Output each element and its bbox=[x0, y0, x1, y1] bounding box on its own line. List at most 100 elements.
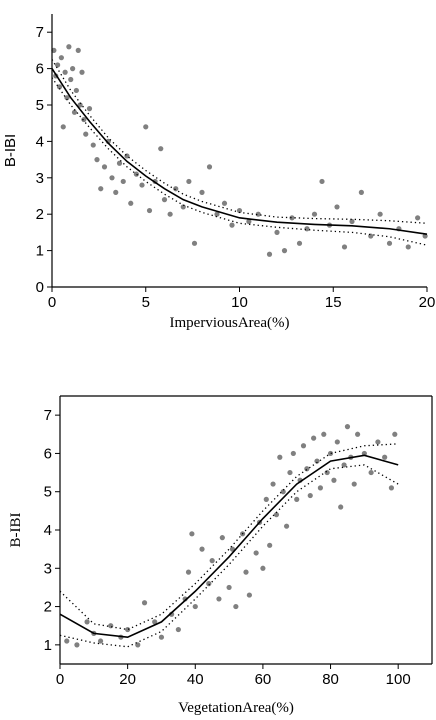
point bbox=[113, 189, 119, 195]
x-tick-label: 0 bbox=[48, 294, 56, 311]
point bbox=[219, 535, 225, 541]
point bbox=[321, 431, 327, 437]
point bbox=[191, 240, 198, 246]
point bbox=[158, 634, 165, 640]
point bbox=[216, 596, 222, 602]
point bbox=[158, 146, 164, 152]
fit-line bbox=[59, 454, 399, 639]
fit-line bbox=[51, 68, 428, 236]
point bbox=[311, 435, 317, 441]
point bbox=[415, 215, 421, 221]
point bbox=[84, 619, 90, 625]
point bbox=[81, 116, 87, 123]
y-tick-label: 1 bbox=[44, 637, 52, 654]
point bbox=[70, 66, 76, 72]
point bbox=[307, 492, 313, 499]
point bbox=[128, 200, 134, 206]
point bbox=[267, 542, 273, 548]
point bbox=[71, 109, 78, 115]
point bbox=[382, 454, 388, 460]
point bbox=[274, 229, 280, 235]
point bbox=[405, 244, 411, 250]
point bbox=[55, 62, 61, 68]
point bbox=[377, 211, 383, 217]
y-tick-label: 3 bbox=[44, 560, 52, 577]
point bbox=[289, 215, 295, 221]
point bbox=[311, 211, 318, 217]
point bbox=[246, 218, 252, 225]
point bbox=[266, 251, 273, 257]
point bbox=[58, 55, 64, 61]
point bbox=[56, 84, 63, 90]
point bbox=[319, 178, 325, 185]
point bbox=[77, 102, 83, 108]
y-tick-label: 5 bbox=[44, 484, 52, 501]
point bbox=[294, 496, 300, 502]
point bbox=[206, 164, 213, 170]
point bbox=[221, 200, 228, 206]
y-tick-label: 3 bbox=[36, 170, 44, 187]
y-tick-label: 0 bbox=[36, 279, 44, 296]
point bbox=[233, 603, 239, 610]
point bbox=[361, 450, 367, 457]
point bbox=[263, 496, 269, 502]
point bbox=[386, 240, 393, 246]
x-axis-label: ImperviousArea(%) bbox=[170, 315, 290, 331]
point bbox=[349, 218, 355, 225]
x-tick-label: 60 bbox=[255, 671, 272, 688]
point bbox=[101, 164, 108, 170]
point bbox=[97, 638, 104, 644]
point bbox=[86, 106, 93, 112]
y-tick-label: 6 bbox=[36, 61, 44, 78]
point bbox=[120, 178, 126, 185]
point bbox=[270, 481, 276, 487]
point bbox=[185, 569, 192, 575]
point bbox=[331, 477, 337, 483]
point bbox=[290, 450, 296, 457]
point bbox=[226, 584, 232, 591]
point bbox=[273, 512, 280, 518]
point bbox=[90, 142, 96, 148]
point bbox=[253, 550, 259, 556]
point bbox=[141, 600, 148, 606]
point bbox=[317, 485, 323, 491]
x-tick-label: 5 bbox=[142, 294, 150, 311]
point bbox=[94, 157, 100, 163]
y-tick-label: 6 bbox=[44, 445, 52, 462]
point bbox=[189, 531, 195, 537]
point bbox=[108, 623, 114, 629]
x-tick-label: 15 bbox=[325, 294, 342, 311]
point bbox=[161, 197, 168, 203]
confidence-band bbox=[59, 443, 399, 631]
point bbox=[64, 638, 70, 644]
confidence-band bbox=[59, 464, 399, 648]
x-tick-label: 20 bbox=[419, 294, 436, 311]
x-tick-label: 80 bbox=[322, 671, 339, 688]
point bbox=[287, 469, 293, 476]
y-tick-label: 2 bbox=[44, 599, 52, 616]
y-tick-label: 1 bbox=[36, 243, 44, 260]
point bbox=[173, 186, 179, 192]
y-tick-label: 5 bbox=[36, 97, 44, 114]
point bbox=[116, 160, 123, 166]
point bbox=[192, 603, 198, 610]
point bbox=[344, 424, 351, 430]
point bbox=[60, 124, 66, 130]
point bbox=[64, 95, 70, 101]
point bbox=[260, 565, 266, 571]
point bbox=[296, 240, 303, 246]
y-tick-label: 7 bbox=[36, 24, 44, 41]
point bbox=[304, 466, 310, 472]
y-tick-label: 4 bbox=[36, 133, 44, 150]
point bbox=[338, 504, 344, 510]
point bbox=[68, 76, 74, 83]
point bbox=[368, 233, 374, 239]
point bbox=[334, 439, 340, 445]
y-axis-label: B-IBI bbox=[8, 513, 24, 548]
point bbox=[341, 462, 347, 468]
point bbox=[341, 244, 348, 250]
point bbox=[74, 642, 80, 648]
point bbox=[277, 454, 283, 460]
point bbox=[314, 458, 320, 464]
